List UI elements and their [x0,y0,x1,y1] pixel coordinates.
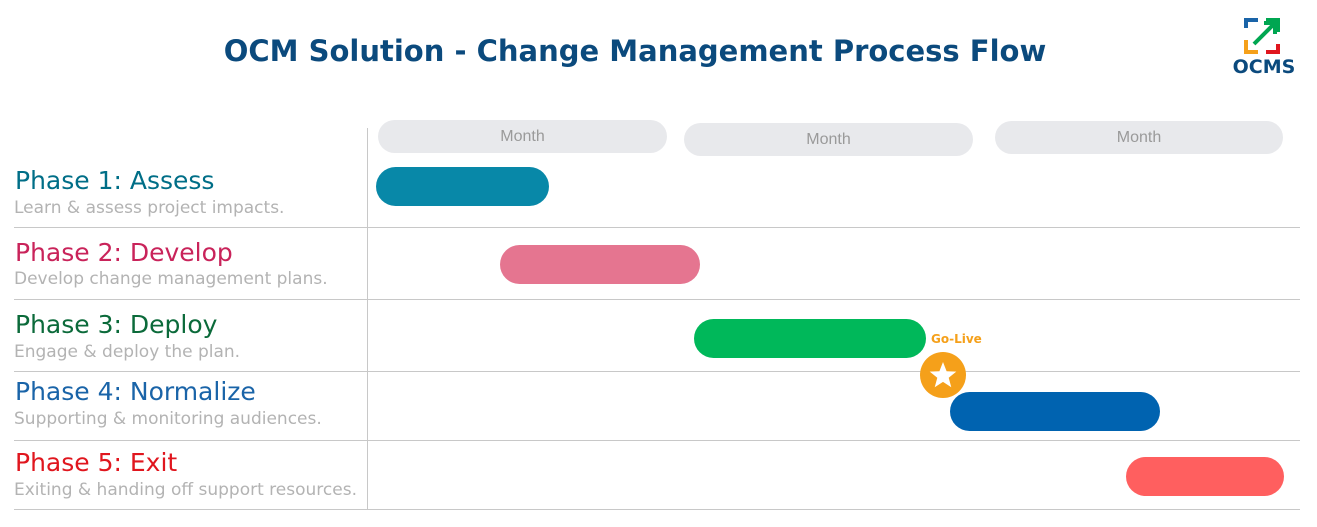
phase-2-subtitle: Develop change management plans. [14,269,328,289]
phase-2-bar [500,245,700,284]
phase-4-subtitle: Supporting & monitoring audiences. [14,409,322,429]
month-header-1: Month [378,120,667,153]
phase-5-subtitle: Exiting & handing off support resources. [14,480,357,500]
phase-3-title: Phase 3: Deploy [15,310,218,339]
phase-3-subtitle: Engage & deploy the plan. [14,342,241,362]
phase-1-subtitle: Learn & assess project impacts. [14,198,285,218]
row-divider [14,440,1300,441]
logo-text: OCMS [1232,56,1296,78]
row-divider [14,299,1300,300]
phase-1-title: Phase 1: Assess [15,166,215,195]
timeline-divider [367,128,368,510]
go-live-label: Go-Live [931,332,982,346]
milestone-badge [920,352,966,398]
phase-1-bar [376,167,549,206]
phase-5-bar [1126,457,1284,496]
ocms-logo: OCMS [1228,18,1300,80]
page-title: OCM Solution - Change Management Process… [223,34,1047,68]
row-divider [14,371,1300,372]
phase-3-bar [694,319,926,358]
logo-icon [1244,18,1280,54]
phase-2-title: Phase 2: Develop [15,238,233,267]
phase-4-bar [950,392,1160,431]
month-header-3: Month [995,121,1283,154]
star-icon [929,362,957,388]
row-divider [14,227,1300,228]
phase-4-title: Phase 4: Normalize [15,377,256,406]
row-divider [14,509,1300,510]
month-header-2: Month [684,123,973,156]
phase-5-title: Phase 5: Exit [15,448,178,477]
